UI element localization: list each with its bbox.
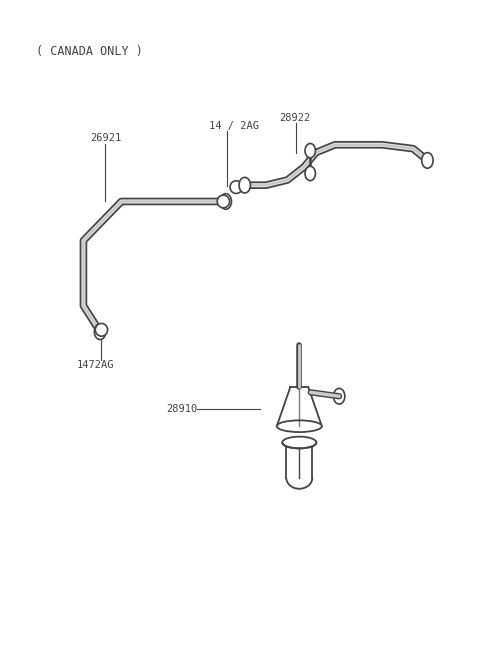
Ellipse shape bbox=[277, 420, 322, 432]
Circle shape bbox=[95, 324, 106, 340]
Text: 1472AG: 1472AG bbox=[76, 360, 114, 370]
Ellipse shape bbox=[217, 195, 229, 208]
Circle shape bbox=[305, 143, 315, 158]
Text: ( CANADA ONLY ): ( CANADA ONLY ) bbox=[36, 45, 143, 58]
Ellipse shape bbox=[96, 323, 108, 336]
Ellipse shape bbox=[282, 437, 316, 448]
Circle shape bbox=[334, 388, 345, 404]
Circle shape bbox=[220, 194, 231, 210]
Text: 28910: 28910 bbox=[167, 403, 198, 414]
Circle shape bbox=[422, 152, 433, 168]
Circle shape bbox=[305, 166, 315, 181]
Circle shape bbox=[239, 177, 251, 193]
Ellipse shape bbox=[230, 181, 242, 194]
Text: 28922: 28922 bbox=[279, 113, 310, 124]
Text: 26921: 26921 bbox=[91, 133, 122, 143]
Text: 14 / 2AG: 14 / 2AG bbox=[209, 121, 259, 131]
